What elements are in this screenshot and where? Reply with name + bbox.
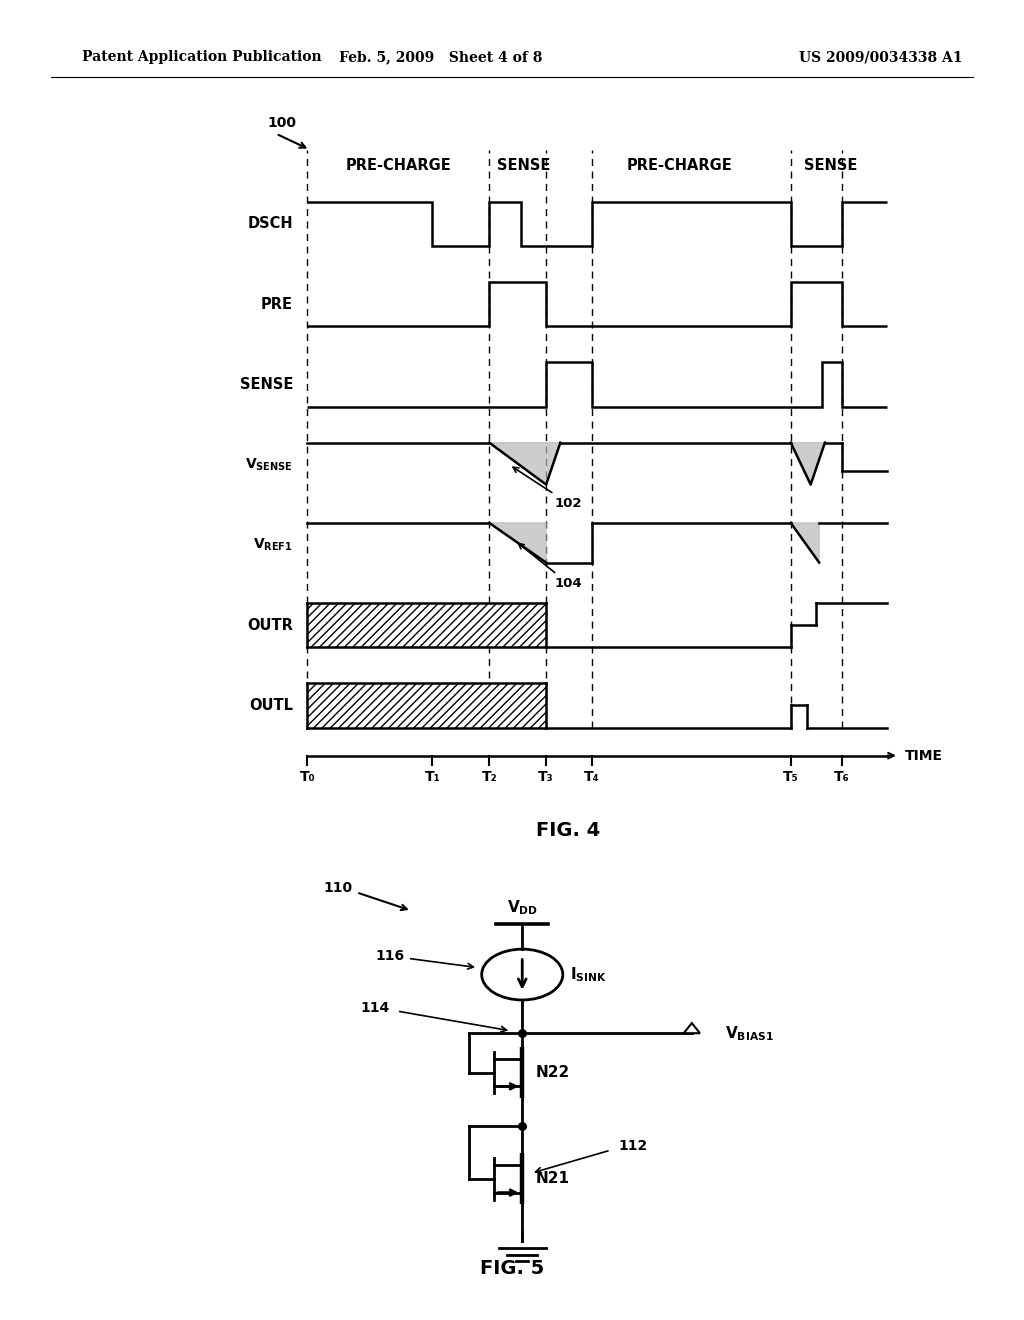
Text: T₃: T₃	[539, 770, 554, 784]
Text: $\mathbf{V_{REF1}}$: $\mathbf{V_{REF1}}$	[253, 537, 293, 553]
Polygon shape	[489, 523, 546, 562]
Text: OUTL: OUTL	[249, 698, 293, 713]
Text: TIME: TIME	[904, 748, 942, 763]
Text: 116: 116	[375, 949, 404, 964]
Text: 112: 112	[618, 1139, 647, 1154]
Text: Patent Application Publication: Patent Application Publication	[82, 50, 322, 65]
Text: 114: 114	[360, 1001, 389, 1015]
Text: T₁: T₁	[425, 770, 440, 784]
Text: OUTR: OUTR	[247, 618, 293, 632]
FancyArrow shape	[684, 1023, 700, 1034]
Polygon shape	[791, 442, 825, 484]
Text: SENSE: SENSE	[804, 158, 857, 173]
Bar	[307, 603, 546, 647]
Text: SENSE: SENSE	[240, 378, 293, 392]
Bar	[307, 684, 546, 727]
Text: $\mathbf{V_{BIAS1}}$: $\mathbf{V_{BIAS1}}$	[725, 1024, 774, 1043]
Text: 110: 110	[324, 880, 352, 895]
Text: PRE: PRE	[261, 297, 293, 312]
Text: FIG. 4: FIG. 4	[537, 821, 600, 840]
Text: $\mathbf{V_{SENSE}}$: $\mathbf{V_{SENSE}}$	[246, 457, 293, 473]
Text: T₂: T₂	[481, 770, 497, 784]
Polygon shape	[791, 523, 819, 562]
Bar	[307, 603, 546, 647]
Text: 102: 102	[513, 467, 583, 510]
Polygon shape	[489, 442, 560, 484]
Text: $\mathbf{V_{DD}}$: $\mathbf{V_{DD}}$	[507, 898, 538, 917]
Text: T₄: T₄	[584, 770, 599, 784]
Text: Feb. 5, 2009   Sheet 4 of 8: Feb. 5, 2009 Sheet 4 of 8	[339, 50, 542, 65]
Text: PRE-CHARGE: PRE-CHARGE	[627, 158, 733, 173]
Text: N22: N22	[536, 1065, 569, 1080]
Text: T₀: T₀	[299, 770, 315, 784]
Text: FIG. 5: FIG. 5	[480, 1259, 544, 1278]
Text: $\mathbf{I_{SINK}}$: $\mathbf{I_{SINK}}$	[570, 965, 607, 983]
Text: T₆: T₆	[835, 770, 850, 784]
Text: PRE-CHARGE: PRE-CHARGE	[345, 158, 452, 173]
Text: DSCH: DSCH	[248, 216, 293, 231]
Text: SENSE: SENSE	[497, 158, 550, 173]
Text: 100: 100	[267, 116, 296, 129]
Text: N21: N21	[536, 1171, 569, 1187]
Bar	[307, 684, 546, 727]
Text: US 2009/0034338 A1: US 2009/0034338 A1	[799, 50, 963, 65]
Text: 104: 104	[518, 544, 583, 590]
Text: T₅: T₅	[783, 770, 799, 784]
